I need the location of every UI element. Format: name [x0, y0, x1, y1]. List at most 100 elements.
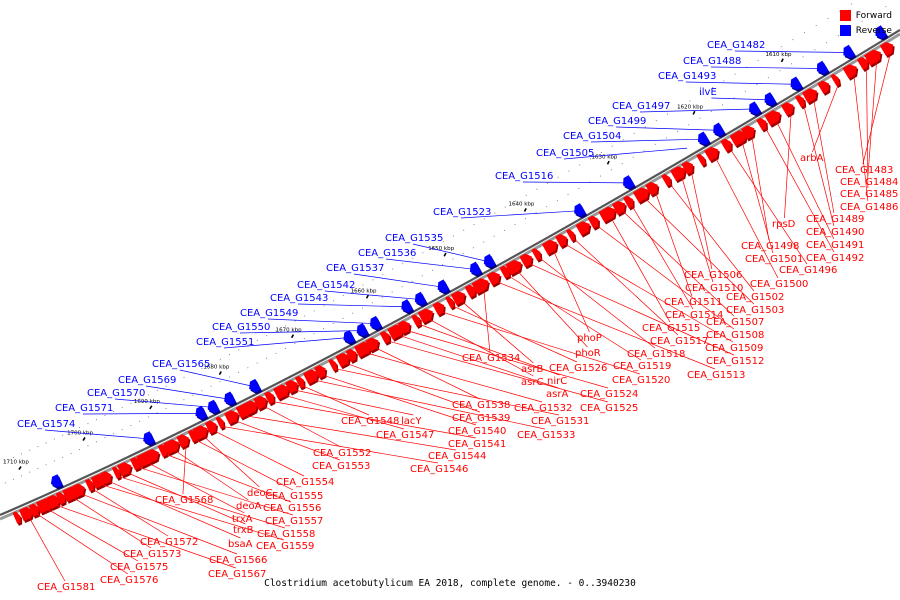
forward-gene-body: [314, 365, 326, 379]
forward-gene: [284, 379, 299, 396]
grid-dot: [621, 162, 623, 164]
forward-gene-body: [632, 187, 649, 203]
reverse-gene: [843, 44, 857, 61]
forward-gene-label: CEA_G1539: [452, 413, 510, 424]
reverse-gene-label: CEA_G1536: [358, 248, 416, 259]
grid-dot: [87, 423, 89, 425]
grid-dot: [37, 468, 39, 470]
tick-label: 1670 kbp: [276, 328, 302, 334]
reverse-gene: [437, 279, 451, 295]
forward-gene: [565, 228, 577, 244]
forward-leader-line: [690, 171, 713, 270]
grid-dot: [62, 434, 64, 436]
grid-dot: [462, 252, 464, 254]
forward-gene-body: [661, 173, 671, 187]
forward-gene-label: CEA_G1511: [664, 297, 722, 308]
forward-gene-body: [575, 221, 590, 236]
grid-dot: [210, 385, 212, 387]
forward-leader-line: [631, 205, 694, 310]
grid-dot: [275, 330, 277, 332]
grid-dot: [371, 302, 373, 304]
grid-dot: [192, 394, 194, 396]
forward-leader-line: [622, 210, 735, 317]
reverse-gene: [369, 315, 384, 332]
grid-dot: [392, 268, 394, 270]
reverse-swatch: [839, 25, 851, 36]
forward-gene-body: [55, 491, 66, 505]
forward-gene-label: CEA_G1512: [706, 356, 764, 367]
forward-leader-line: [428, 318, 534, 377]
grid-dot: [452, 235, 454, 237]
grid-dot: [546, 206, 548, 208]
reverse-leader-line: [324, 290, 420, 300]
grid-dot: [294, 343, 296, 345]
grid-dot: [121, 406, 123, 408]
forward-leader-line: [81, 493, 238, 555]
grid-dot: [147, 394, 149, 396]
forward-gene-body: [99, 471, 112, 485]
grid-dot: [622, 139, 624, 141]
forward-gene-label: CEA_G1514: [665, 310, 723, 321]
forward-gene-label: CEA_G1486: [840, 202, 898, 213]
legend-forward-label: Forward: [855, 10, 892, 21]
grid-dot: [284, 348, 286, 350]
forward-leader-line: [516, 270, 588, 348]
tick-label: 1650 kbp: [428, 246, 454, 252]
grid-dot: [247, 344, 249, 346]
reverse-gene: [50, 474, 64, 490]
forward-gene-label: CEA_G1498: [741, 241, 799, 252]
forward-gene: [411, 314, 423, 329]
forward-gene: [801, 88, 819, 106]
grid-dot: [654, 143, 656, 145]
reverse-gene-body: [207, 399, 220, 414]
forward-gene-body: [645, 181, 658, 196]
grid-dot: [381, 296, 383, 298]
forward-gene-body: [129, 457, 141, 471]
forward-leader-line: [644, 197, 755, 305]
grid-dot: [156, 412, 158, 414]
grid-dot: [525, 218, 527, 220]
grid-dot: [525, 194, 527, 196]
forward-gene-label: CEA_G1532: [514, 403, 572, 414]
forward-gene: [12, 511, 23, 526]
grid-dot: [633, 132, 635, 134]
grid-dot: [78, 427, 80, 429]
reverse-gene: [749, 101, 763, 117]
forward-gene-body: [541, 239, 558, 255]
grid-dot: [589, 158, 591, 160]
reverse-gene-label: CEA_G1523: [433, 207, 491, 218]
forward-gene: [176, 434, 191, 450]
forward-leader-line: [508, 275, 642, 361]
forward-leader-line: [28, 517, 66, 582]
tick-mark: [149, 405, 153, 410]
forward-gene-label: phoR: [575, 348, 601, 359]
grid-dot: [655, 120, 657, 122]
forward-gene-label: deoA: [236, 501, 262, 512]
reverse-leader-line: [460, 210, 579, 219]
forward-gene-label: arbA: [800, 153, 824, 164]
grid-dot: [756, 83, 758, 85]
reverse-gene-body: [790, 76, 803, 90]
reverse-leader-line: [590, 138, 703, 143]
forward-gene-body: [345, 348, 357, 362]
forward-gene-body: [145, 448, 159, 463]
reverse-gene: [143, 431, 157, 447]
grid-dot: [722, 104, 724, 106]
forward-leader-line: [127, 472, 246, 525]
grid-dot: [391, 291, 393, 293]
grid-dot: [815, 25, 817, 27]
grid-dot: [733, 97, 735, 99]
reverse-leader-line: [639, 108, 754, 113]
forward-gene: [486, 271, 502, 288]
forward-gene: [661, 173, 673, 189]
grid-dot: [95, 419, 97, 421]
tick-mark: [82, 437, 86, 441]
forward-gene-label: CEA_G1503: [726, 305, 784, 316]
reverse-leader-line: [44, 429, 148, 440]
grid-dot: [285, 325, 287, 327]
reverse-gene-label: CEA_G1570: [87, 388, 145, 399]
forward-gene-label: CEA_G1533: [517, 430, 575, 441]
grid-dot: [861, 20, 863, 22]
grid-dot: [411, 280, 413, 282]
forward-leader-line: [284, 394, 404, 430]
